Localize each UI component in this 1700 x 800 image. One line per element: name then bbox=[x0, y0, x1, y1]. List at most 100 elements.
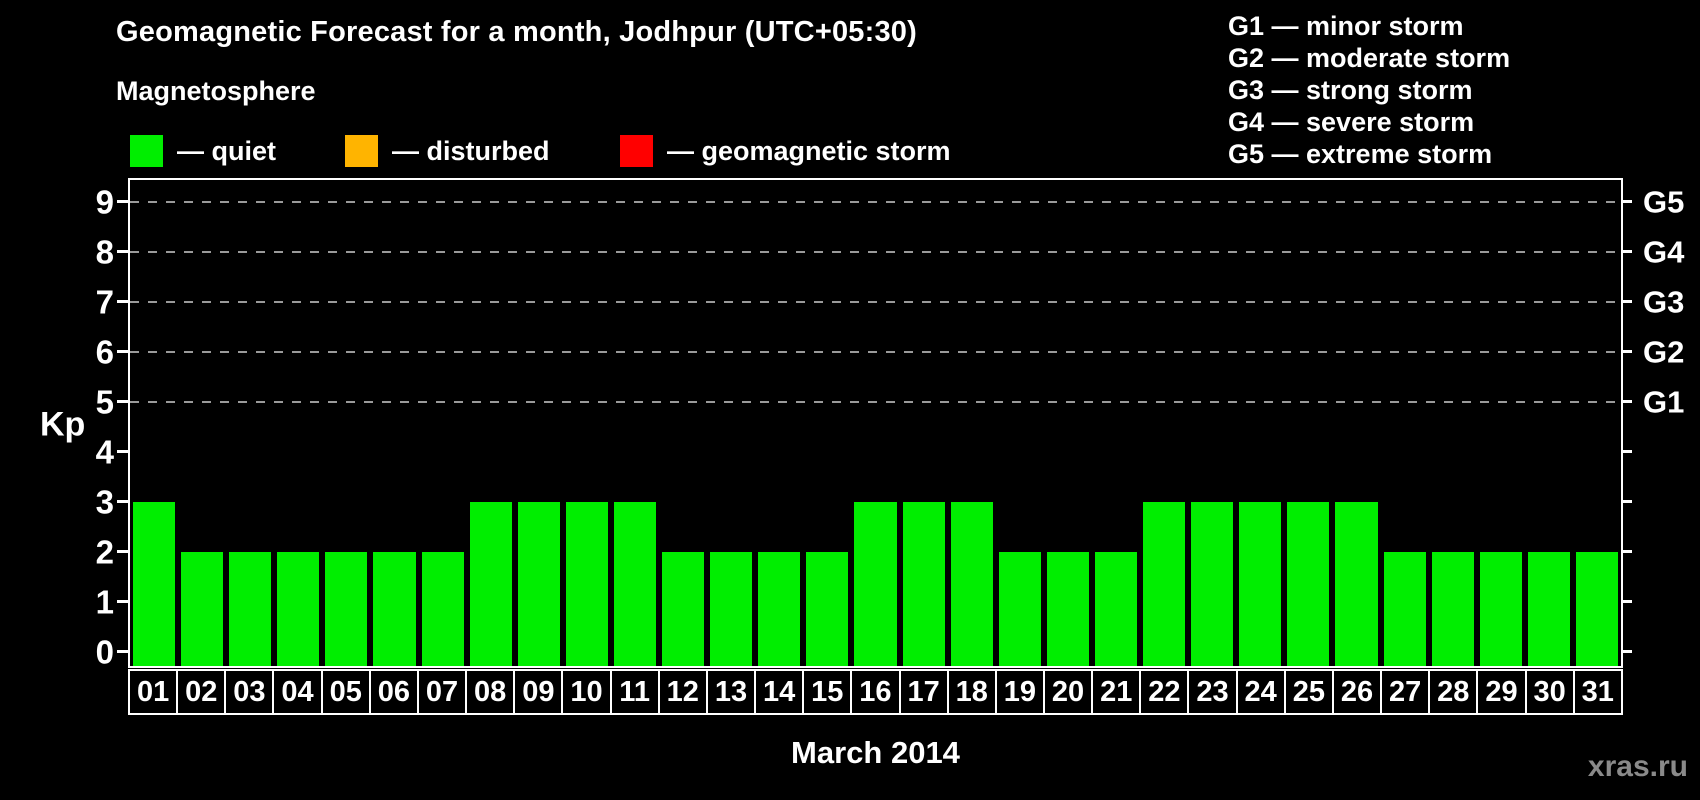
day-label-29: 29 bbox=[1476, 671, 1524, 713]
day-label-06: 06 bbox=[368, 671, 417, 713]
day-label-14: 14 bbox=[754, 671, 802, 713]
day-label-22: 22 bbox=[1139, 671, 1187, 713]
y-tick-label-4: 4 bbox=[95, 433, 114, 471]
day-label-26: 26 bbox=[1331, 671, 1380, 713]
kp-bar-day-12 bbox=[662, 551, 705, 666]
g-axis-label-g1: G1 bbox=[1643, 384, 1685, 420]
g-scale-legend-line: G2 — moderate storm bbox=[1228, 43, 1511, 73]
y-tick-left-5 bbox=[117, 400, 128, 404]
g-scale-legend-line: G5 — extreme storm bbox=[1228, 139, 1493, 169]
kp-bar-day-07 bbox=[421, 551, 464, 666]
day-label-13: 13 bbox=[705, 671, 754, 713]
kp-bar-day-18 bbox=[950, 501, 993, 666]
day-label-31: 31 bbox=[1572, 671, 1621, 713]
y-tick-right-7 bbox=[1621, 300, 1632, 304]
y-tick-label-7: 7 bbox=[95, 283, 114, 321]
day-label-16: 16 bbox=[850, 671, 898, 713]
kp-bar-day-16 bbox=[854, 501, 897, 666]
kp-bar-day-15 bbox=[806, 551, 849, 666]
y-tick-label-1: 1 bbox=[95, 583, 114, 621]
legend-item-geomagnetic-storm: — geomagnetic storm bbox=[620, 135, 951, 167]
y-tick-right-4 bbox=[1621, 450, 1632, 454]
day-label-08: 08 bbox=[465, 671, 513, 713]
day-label-02: 02 bbox=[176, 671, 224, 713]
y-tick-left-0 bbox=[117, 650, 128, 654]
y-tick-left-8 bbox=[117, 250, 128, 254]
gridline-kp5 bbox=[130, 400, 1621, 403]
g-axis-label-g2: G2 bbox=[1643, 334, 1685, 370]
magnetosphere-label: Magnetosphere bbox=[116, 76, 316, 106]
kp-bar-day-25 bbox=[1287, 501, 1330, 666]
kp-bar-day-30 bbox=[1527, 551, 1570, 666]
y-tick-label-3: 3 bbox=[95, 483, 114, 521]
y-tick-right-8 bbox=[1621, 250, 1632, 254]
kp-bar-day-20 bbox=[1046, 551, 1089, 666]
kp-bar-day-10 bbox=[565, 501, 608, 666]
y-tick-left-4 bbox=[117, 450, 128, 454]
kp-bar-day-22 bbox=[1143, 501, 1186, 666]
kp-bar-day-14 bbox=[758, 551, 801, 666]
kp-bar-day-21 bbox=[1094, 551, 1138, 666]
day-label-12: 12 bbox=[657, 671, 706, 713]
kp-bar-day-26 bbox=[1335, 501, 1378, 666]
y-tick-left-1 bbox=[117, 600, 128, 604]
kp-bar-day-28 bbox=[1431, 551, 1474, 666]
legend-item-label: — quiet bbox=[177, 136, 276, 166]
day-label-09: 09 bbox=[513, 671, 561, 713]
day-label-10: 10 bbox=[561, 671, 609, 713]
y-tick-label-2: 2 bbox=[95, 533, 114, 571]
day-label-17: 17 bbox=[898, 671, 947, 713]
g-scale-legend-line: G4 — severe storm bbox=[1228, 107, 1475, 137]
day-label-11: 11 bbox=[609, 671, 658, 713]
day-label-05: 05 bbox=[320, 671, 369, 713]
day-label-27: 27 bbox=[1380, 671, 1428, 713]
day-label-01: 01 bbox=[136, 675, 170, 708]
legend-item-disturbed: — disturbed bbox=[345, 135, 550, 167]
y-tick-right-2 bbox=[1621, 550, 1632, 554]
y-tick-right-1 bbox=[1621, 600, 1632, 604]
kp-bar-day-17 bbox=[902, 501, 945, 666]
quiet-swatch bbox=[130, 135, 163, 167]
kp-bar-day-05 bbox=[325, 551, 368, 666]
kp-bar-day-23 bbox=[1191, 501, 1234, 666]
kp-bar-day-03 bbox=[229, 551, 272, 666]
day-label-21: 21 bbox=[1091, 671, 1139, 713]
y-tick-left-9 bbox=[117, 200, 128, 204]
day-label-28: 28 bbox=[1428, 671, 1476, 713]
kp-bar-day-11 bbox=[613, 501, 657, 666]
kp-bar-day-09 bbox=[517, 501, 560, 666]
geomagnetic-storm-swatch bbox=[620, 135, 653, 167]
kp-bar-day-31 bbox=[1575, 551, 1618, 666]
y-tick-label-9: 9 bbox=[95, 183, 114, 221]
y-tick-label-6: 6 bbox=[95, 333, 114, 371]
kp-bar-day-27 bbox=[1383, 551, 1426, 666]
legend-item-quiet: — quiet bbox=[130, 135, 276, 167]
kp-bar-day-19 bbox=[998, 551, 1041, 666]
y-tick-left-6 bbox=[117, 350, 128, 354]
kp-bar-day-04 bbox=[277, 551, 320, 666]
kp-bar-day-08 bbox=[469, 501, 512, 666]
y-tick-right-9 bbox=[1621, 200, 1632, 204]
g-axis-label-g5: G5 bbox=[1643, 184, 1685, 220]
g-axis-label-g4: G4 bbox=[1643, 234, 1685, 270]
y-tick-label-0: 0 bbox=[95, 633, 114, 671]
x-axis-title: March 2014 bbox=[791, 735, 960, 770]
legend-item-label: — geomagnetic storm bbox=[667, 136, 951, 166]
day-label-03: 03 bbox=[224, 671, 272, 713]
kp-bar-day-24 bbox=[1239, 501, 1282, 666]
day-label-07: 07 bbox=[416, 671, 465, 713]
kp-bar-day-02 bbox=[181, 551, 224, 666]
day-label-20: 20 bbox=[1042, 671, 1091, 713]
day-label-04: 04 bbox=[272, 671, 320, 713]
y-tick-right-5 bbox=[1621, 400, 1632, 404]
gridline-kp8 bbox=[130, 250, 1621, 253]
day-label-30: 30 bbox=[1524, 671, 1573, 713]
day-label-23: 23 bbox=[1187, 671, 1235, 713]
chart-title: Geomagnetic Forecast for a month, Jodhpu… bbox=[116, 16, 917, 48]
y-tick-right-0 bbox=[1621, 650, 1632, 654]
disturbed-swatch bbox=[345, 135, 378, 167]
kp-bar-day-13 bbox=[710, 551, 753, 666]
gridline-kp6 bbox=[130, 350, 1621, 353]
y-tick-left-3 bbox=[117, 500, 128, 504]
